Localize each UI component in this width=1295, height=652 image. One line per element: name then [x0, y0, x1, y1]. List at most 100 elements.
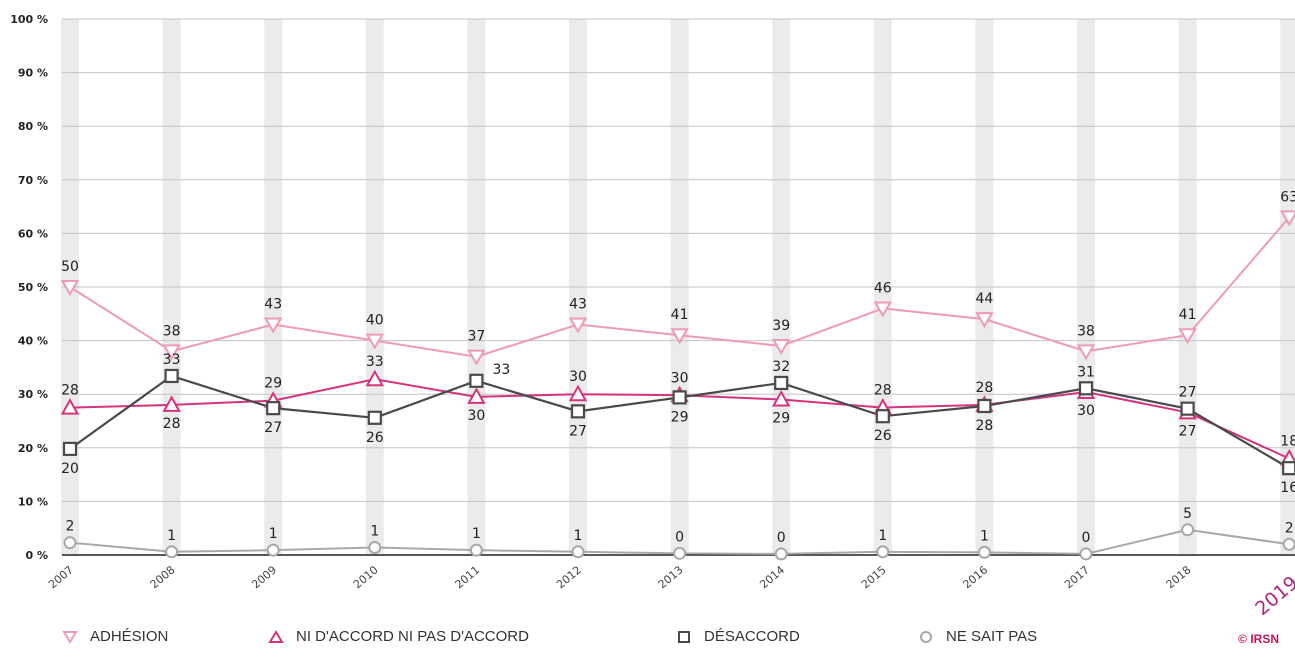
- data-label: 1: [878, 528, 887, 544]
- y-tick-label: 0 %: [25, 549, 48, 562]
- data-label: 18: [1280, 434, 1295, 450]
- y-tick-label: 40 %: [18, 335, 48, 348]
- data-label: 1: [269, 526, 278, 542]
- data-point: [978, 400, 990, 412]
- x-tick-label: 2008: [148, 563, 178, 591]
- data-label: 1: [472, 526, 481, 542]
- y-tick-label: 50 %: [18, 281, 48, 294]
- data-label: 28: [163, 416, 181, 432]
- y-tick-label: 100 %: [10, 13, 48, 26]
- data-point: [1283, 462, 1295, 474]
- x-tick-label: 2019: [1251, 572, 1295, 620]
- data-label: 30: [569, 369, 587, 385]
- data-point: [877, 410, 889, 422]
- data-label: 38: [1077, 323, 1095, 339]
- data-label: 33: [366, 354, 384, 370]
- x-tick-label: 2007: [46, 563, 76, 591]
- data-point: [65, 537, 76, 548]
- x-tick-label: 2014: [757, 563, 787, 591]
- data-label: 39: [772, 318, 790, 334]
- x-tick-label: 2012: [554, 563, 584, 591]
- x-tick-label: 2011: [453, 563, 483, 591]
- legend-item-adhesion: ADHÉSION: [62, 628, 168, 645]
- data-point: [775, 377, 787, 389]
- data-point: [1284, 539, 1295, 550]
- data-label: 28: [975, 380, 993, 396]
- data-label: 27: [264, 420, 282, 436]
- data-label: 43: [264, 297, 282, 313]
- y-tick-label: 60 %: [18, 227, 48, 240]
- data-label: 28: [874, 383, 892, 399]
- data-label: 26: [366, 430, 384, 446]
- data-label: 40: [366, 313, 384, 329]
- data-label: 0: [777, 530, 786, 546]
- data-label: 31: [1077, 364, 1095, 380]
- x-tick-label: 2018: [1164, 563, 1194, 591]
- data-label: 26: [874, 428, 892, 444]
- data-point: [166, 370, 178, 382]
- data-label: 1: [167, 528, 176, 544]
- data-label: 30: [1077, 403, 1095, 419]
- copyright: © IRSN: [1238, 632, 1279, 646]
- data-point: [674, 391, 686, 403]
- x-axis: 2007 2008 2009 2010 2011 2012 2013 2014 2015 2016…: [46, 563, 1295, 620]
- data-point: [776, 548, 787, 559]
- data-point: [979, 547, 990, 558]
- data-point: [1080, 382, 1092, 394]
- data-label: 41: [671, 307, 689, 323]
- legend-label: DÉSACCORD: [704, 628, 800, 645]
- legend-item-ne-sait-pas: NE SAIT PAS: [918, 628, 1037, 645]
- data-label: 41: [1179, 307, 1197, 323]
- data-label: 30: [671, 370, 689, 386]
- data-point: [877, 546, 888, 557]
- data-label: 32: [772, 359, 790, 375]
- data-label: 44: [975, 291, 993, 307]
- data-label: 29: [671, 409, 689, 425]
- y-axis: 0 %10 %20 %30 %40 %50 %60 %70 %80 %90 %1…: [10, 13, 48, 562]
- data-label: 0: [675, 529, 684, 545]
- x-tick-label: 2009: [249, 563, 279, 591]
- data-point: [369, 542, 380, 553]
- legend-label: NI D'ACCORD NI PAS D'ACCORD: [296, 628, 529, 645]
- legend-label: ADHÉSION: [90, 628, 168, 645]
- legend-item-desaccord: DÉSACCORD: [676, 628, 800, 645]
- data-point: [471, 545, 482, 556]
- legend-item-neutre: NI D'ACCORD NI PAS D'ACCORD: [268, 628, 529, 645]
- data-label: 1: [574, 528, 583, 544]
- data-label: 43: [569, 297, 587, 313]
- x-tick-label: 2016: [961, 563, 991, 591]
- data-point: [573, 546, 584, 557]
- data-label: 30: [467, 408, 485, 424]
- data-point: [470, 375, 482, 387]
- data-label: 28: [975, 418, 993, 434]
- data-label: 0: [1082, 530, 1091, 546]
- data-label: 27: [1179, 423, 1197, 439]
- data-label: 33: [163, 352, 181, 368]
- x-tick-label: 2013: [656, 563, 686, 591]
- data-point: [268, 545, 279, 556]
- chart: 0 %10 %20 %30 %40 %50 %60 %70 %80 %90 %1…: [0, 0, 1295, 620]
- data-label: 63: [1280, 189, 1295, 205]
- data-point: [572, 405, 584, 417]
- triangle-up-icon: [268, 630, 284, 644]
- y-tick-label: 70 %: [18, 174, 48, 187]
- y-tick-label: 80 %: [18, 120, 48, 133]
- data-label: 27: [569, 423, 587, 439]
- data-label: 1: [980, 528, 989, 544]
- data-label: 2: [66, 519, 75, 535]
- data-point: [267, 402, 279, 414]
- y-tick-label: 30 %: [18, 388, 48, 401]
- data-label: 28: [61, 383, 79, 399]
- x-tick-label: 2015: [859, 563, 889, 591]
- y-tick-label: 20 %: [18, 442, 48, 455]
- data-point: [166, 546, 177, 557]
- y-tick-label: 90 %: [18, 67, 48, 80]
- data-label: 2: [1285, 520, 1294, 536]
- data-label: 20: [61, 461, 79, 477]
- data-point: [64, 443, 76, 455]
- data-label: 33: [492, 362, 510, 378]
- data-label: 38: [163, 323, 181, 339]
- x-tick-label: 2010: [351, 563, 381, 591]
- square-icon: [676, 630, 692, 644]
- data-point: [674, 548, 685, 559]
